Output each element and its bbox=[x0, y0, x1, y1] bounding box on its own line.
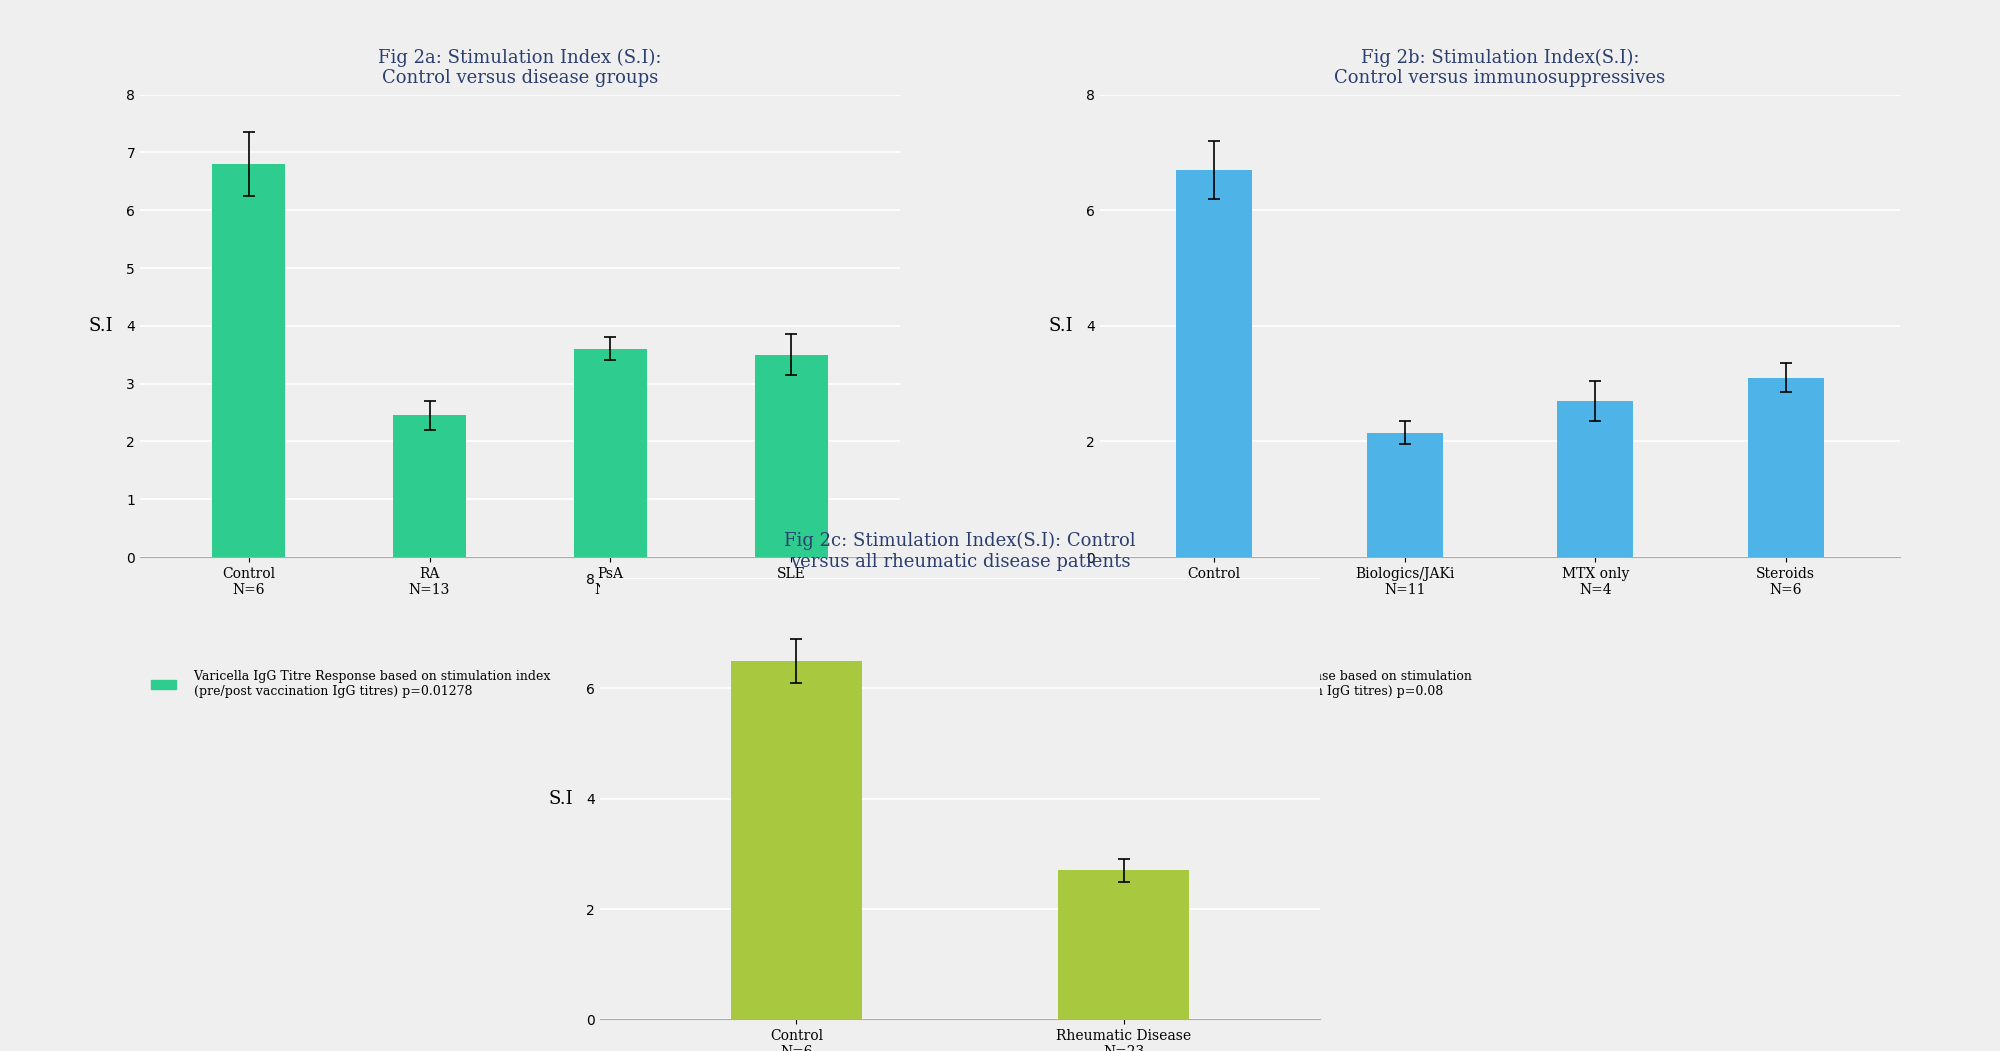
Bar bbox=[756, 355, 828, 557]
Legend:   Varicella IgG Titre Response based on stimulation index
  (pre/post vaccinatio: Varicella IgG Titre Response based on st… bbox=[146, 665, 556, 703]
Y-axis label: S.I: S.I bbox=[88, 316, 114, 335]
Title: Fig 2a: Stimulation Index (S.I):
Control versus disease groups: Fig 2a: Stimulation Index (S.I): Control… bbox=[378, 48, 662, 87]
Bar bbox=[394, 415, 466, 557]
Bar bbox=[212, 164, 284, 557]
Bar bbox=[730, 661, 862, 1019]
Bar bbox=[1176, 169, 1252, 557]
Title: Fig 2c: Stimulation Index(S.I): Control
versus all rheumatic disease patients: Fig 2c: Stimulation Index(S.I): Control … bbox=[784, 532, 1136, 571]
Bar bbox=[1558, 400, 1634, 557]
Bar bbox=[1058, 870, 1190, 1019]
Y-axis label: S.I: S.I bbox=[1048, 316, 1074, 335]
Bar bbox=[1748, 378, 1824, 557]
Bar bbox=[1366, 433, 1442, 557]
Title: Fig 2b: Stimulation Index(S.I):
Control versus immunosuppressives: Fig 2b: Stimulation Index(S.I): Control … bbox=[1334, 48, 1666, 87]
Legend:   Varicella IgG Titre Response based on stimulation
  index(pre/post vaccination: Varicella IgG Titre Response based on st… bbox=[1106, 665, 1478, 703]
Bar bbox=[574, 349, 646, 557]
Y-axis label: S.I: S.I bbox=[548, 789, 574, 808]
